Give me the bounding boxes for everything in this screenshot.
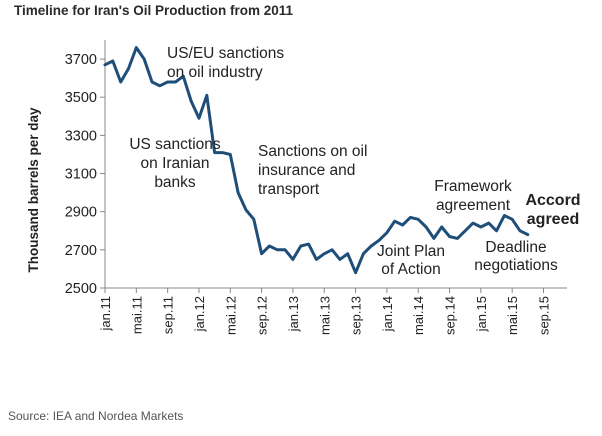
y-axis-label: Thousand barrels per day — [26, 107, 41, 273]
chart-title: Timeline for Iran's Oil Production from … — [14, 3, 294, 18]
annotation-line: Joint Plan — [377, 243, 445, 260]
annotation-line: agreed — [527, 211, 579, 228]
annotation-line: agreement — [436, 197, 511, 214]
y-tick-label: 3300 — [65, 128, 97, 144]
series-group — [103, 46, 530, 275]
annotation-insurance: Sanctions on oil insurance and transport — [258, 143, 367, 198]
annotation-line: Sanctions on oil — [258, 143, 367, 160]
annotation-line: Accord — [525, 192, 580, 209]
x-tick-label: jan.13 — [286, 296, 301, 332]
annotations: US/EU sanctions on oil industry US sanctio… — [129, 45, 580, 278]
x-tick-label: jan.14 — [380, 296, 395, 332]
x-tick-label: jan.11 — [98, 296, 113, 331]
annotation-line: on Iranian — [141, 155, 210, 172]
annotation-us-eu: US/EU sanctions on oil industry — [167, 45, 284, 81]
annotation-line: insurance and — [258, 162, 355, 179]
annotation-line: Deadline — [485, 239, 546, 256]
annotation-line: transport — [258, 181, 320, 198]
annotation-line: banks — [154, 174, 196, 191]
x-tick-label: sep.12 — [255, 296, 270, 335]
x-tick-label: mai.11 — [129, 296, 144, 334]
series-line — [103, 46, 530, 275]
annotation-joint-plan: Joint Plan of Action — [377, 243, 445, 278]
y-tick-label: 2700 — [65, 243, 97, 259]
annotation-line: US sanctions — [129, 136, 221, 153]
x-axis: jan.11 mai.11 sep.11 jan.12 mai.12 sep.12 jan.… — [98, 287, 567, 335]
source-note: Source: IEA and Nordea Markets — [8, 409, 184, 423]
annotation-deadline: Deadline negotiations — [474, 239, 558, 274]
x-tick-label: jan.12 — [192, 296, 207, 332]
y-tick-label: 3100 — [65, 167, 97, 183]
x-tick-label: mai.14 — [411, 296, 426, 335]
annotation-line: Framework — [434, 178, 512, 195]
x-tick-label: sep.13 — [349, 296, 364, 335]
x-tick-label: sep.11 — [161, 296, 176, 334]
y-tick-label: 3700 — [65, 52, 97, 68]
y-tick-label: 2900 — [65, 205, 97, 221]
x-tick-label: mai.12 — [223, 296, 238, 335]
annotation-framework: Framework agreement — [434, 178, 512, 214]
annotation-accord: Accord agreed — [525, 192, 580, 228]
x-tick-label: sep.14 — [443, 296, 458, 335]
y-axis: 2500 2700 2900 3100 3300 3500 3700 — [65, 40, 106, 297]
annotation-line: US/EU sanctions — [167, 45, 284, 62]
annotation-us-iran: US sanctions on Iranian banks — [129, 136, 221, 191]
y-tick-label: 2500 — [65, 281, 97, 297]
x-tick-label: sep.15 — [537, 296, 552, 335]
x-tick-label: jan.15 — [474, 296, 489, 332]
x-tick-label: mai.15 — [505, 296, 520, 335]
annotation-line: on oil industry — [167, 64, 263, 81]
y-tick-label: 3500 — [65, 90, 97, 106]
x-tick-label: mai.13 — [317, 296, 332, 335]
annotation-line: negotiations — [474, 257, 558, 274]
annotation-line: of Action — [381, 261, 440, 278]
